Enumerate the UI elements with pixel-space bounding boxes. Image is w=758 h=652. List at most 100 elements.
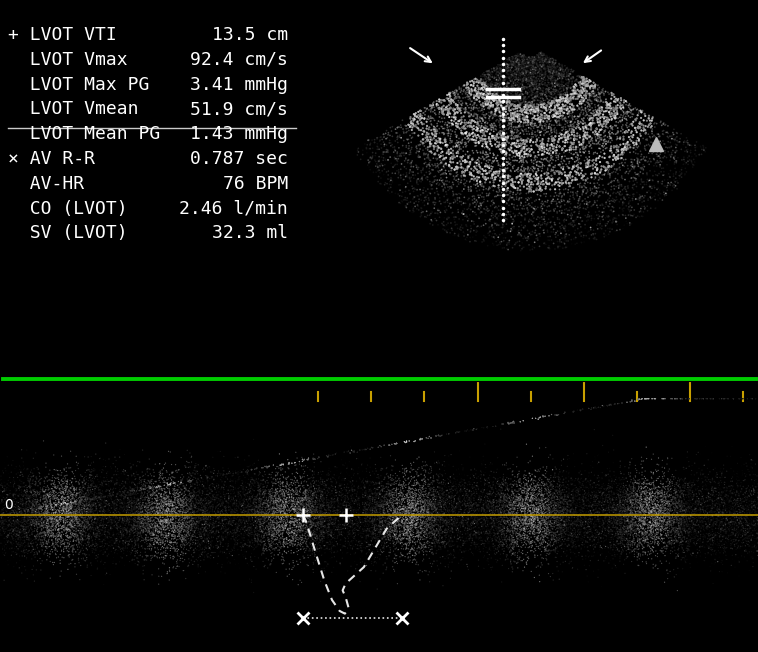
Point — [180, 511, 192, 521]
Point — [465, 227, 477, 237]
Point — [543, 241, 555, 251]
Point — [318, 484, 330, 494]
Point — [521, 74, 533, 84]
Point — [551, 512, 563, 522]
Point — [543, 494, 555, 504]
Point — [634, 520, 646, 530]
Point — [89, 514, 101, 524]
Point — [164, 516, 176, 526]
Point — [285, 477, 297, 488]
Point — [635, 119, 647, 130]
Point — [450, 118, 462, 128]
Point — [328, 500, 340, 511]
Point — [435, 525, 447, 535]
Point — [578, 136, 590, 146]
Point — [356, 466, 368, 477]
Point — [614, 532, 626, 542]
Point — [541, 494, 553, 505]
Point — [93, 492, 105, 502]
Point — [106, 504, 118, 514]
Point — [597, 138, 609, 149]
Point — [188, 548, 200, 558]
Point — [681, 533, 693, 544]
Point — [216, 514, 228, 525]
Point — [620, 504, 632, 514]
Point — [127, 484, 139, 494]
Point — [657, 497, 669, 507]
Point — [650, 518, 662, 528]
Point — [58, 524, 70, 535]
Point — [585, 81, 597, 91]
Point — [542, 85, 554, 95]
Point — [400, 436, 412, 447]
Point — [179, 507, 191, 518]
Point — [497, 217, 509, 228]
Point — [322, 544, 334, 555]
Point — [289, 480, 301, 490]
Point — [54, 500, 66, 511]
Point — [26, 546, 38, 556]
Point — [429, 149, 441, 160]
Point — [418, 470, 431, 481]
Point — [492, 506, 504, 516]
Point — [225, 514, 237, 524]
Point — [454, 477, 466, 488]
Point — [37, 436, 49, 446]
Point — [82, 505, 94, 515]
Point — [273, 487, 285, 497]
Point — [636, 539, 648, 550]
Point — [4, 517, 16, 527]
Point — [515, 486, 528, 496]
Point — [254, 490, 266, 500]
Point — [415, 493, 427, 503]
Point — [1, 482, 13, 493]
Point — [547, 539, 559, 550]
Point — [121, 514, 133, 524]
Point — [532, 220, 544, 231]
Point — [283, 516, 296, 526]
Point — [709, 516, 721, 527]
Point — [660, 529, 672, 540]
Point — [514, 518, 526, 529]
Point — [510, 486, 522, 496]
Point — [142, 507, 154, 518]
Point — [8, 548, 20, 558]
Point — [70, 496, 82, 507]
Point — [501, 501, 513, 512]
Point — [624, 505, 636, 516]
Point — [97, 507, 109, 518]
Point — [559, 534, 571, 544]
Point — [427, 490, 439, 501]
Point — [183, 502, 195, 512]
Point — [603, 512, 615, 522]
Point — [424, 533, 436, 544]
Point — [2, 452, 14, 462]
Point — [126, 501, 138, 511]
Point — [33, 499, 45, 510]
Point — [421, 172, 434, 183]
Point — [252, 478, 264, 488]
Point — [452, 516, 464, 526]
Point — [387, 509, 399, 519]
Point — [550, 115, 562, 125]
Point — [8, 490, 20, 501]
Point — [180, 511, 193, 521]
Point — [443, 527, 456, 537]
Point — [533, 79, 545, 89]
Point — [427, 106, 439, 117]
Point — [566, 175, 578, 185]
Point — [440, 148, 453, 158]
Point — [738, 512, 750, 523]
Point — [587, 106, 599, 116]
Point — [520, 135, 532, 145]
Point — [571, 71, 583, 82]
Point — [637, 182, 649, 192]
Point — [563, 96, 575, 106]
Point — [496, 145, 508, 156]
Point — [715, 516, 727, 527]
Point — [121, 479, 133, 489]
Point — [556, 175, 568, 186]
Point — [678, 483, 691, 494]
Point — [232, 529, 244, 540]
Point — [699, 494, 711, 504]
